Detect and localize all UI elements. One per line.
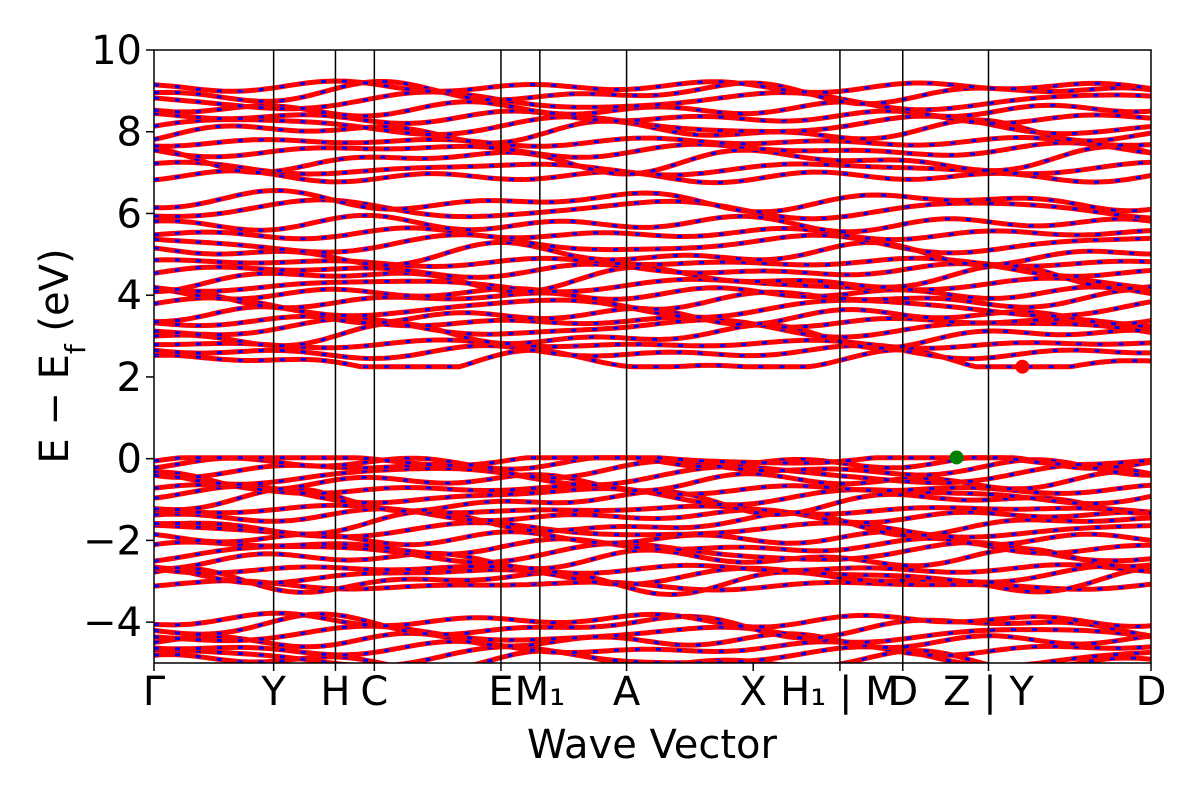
x-tick-label: D — [1136, 669, 1167, 715]
band-spin-up — [154, 188, 1151, 214]
y-tick-label: 0 — [117, 437, 142, 483]
band-spin-down — [154, 225, 1151, 243]
band-spin-down — [154, 197, 1151, 222]
band-edge-markers — [949, 359, 1030, 465]
band-spin-down — [154, 135, 1151, 149]
x-tick-label: C — [360, 669, 388, 715]
y-tick-label: −2 — [83, 518, 142, 564]
x-tick-label: D — [887, 669, 918, 715]
band-lines — [154, 78, 1151, 663]
cbm-marker — [1015, 359, 1030, 374]
band-spin-down — [154, 78, 1151, 95]
band-spin-down — [154, 562, 1151, 576]
band-spin-down — [154, 520, 1151, 540]
band-spin-up — [154, 288, 1151, 311]
band-spin-up — [154, 509, 1151, 538]
band-spin-down — [154, 275, 1151, 295]
band-spin-down — [154, 284, 1151, 302]
x-tick-label: H — [320, 669, 350, 715]
y-tick-label: −4 — [83, 600, 142, 646]
plot-frame — [153, 49, 1152, 664]
band-spin-down — [154, 337, 1151, 351]
y-axis-label: E − Ef (eV) — [32, 248, 92, 463]
band-spin-down — [154, 212, 1151, 235]
kpoint-lines — [272, 50, 990, 663]
y-tick-label: 6 — [117, 191, 142, 237]
vbm-marker — [949, 450, 964, 465]
band-spin-down — [154, 506, 1151, 526]
x-tick-label: E — [488, 669, 513, 715]
y-tick-label: 4 — [117, 273, 142, 319]
band-spin-down — [154, 343, 1151, 362]
band-spin-down — [154, 563, 1151, 587]
band-spin-down — [154, 347, 1151, 370]
x-tick-label: Z | Y — [943, 669, 1034, 715]
band-spin-down — [154, 455, 1151, 468]
x-tick-label: A — [613, 669, 641, 715]
y-tick-label: 2 — [117, 355, 142, 401]
x-tick-label: H₁ | M — [780, 669, 900, 715]
y-tick-label: 10 — [91, 28, 142, 74]
band-spin-up — [154, 470, 1151, 493]
band-spin-down — [154, 232, 1151, 256]
x-tick-label: M₁ — [515, 669, 566, 715]
band-spin-down — [154, 462, 1151, 488]
band-spin-down — [154, 140, 1151, 160]
band-spin-down — [154, 630, 1151, 651]
x-tick-label: Γ — [143, 669, 166, 715]
band-spin-up — [154, 240, 1151, 267]
band-spin-down — [154, 638, 1151, 659]
band-spin-up — [154, 484, 1151, 507]
band-spin-down — [154, 623, 1151, 645]
band-spin-down — [154, 295, 1151, 320]
band-spin-down — [154, 648, 1151, 663]
band-spin-down — [154, 89, 1151, 113]
band-spin-up — [154, 145, 1151, 176]
band-spin-up — [154, 321, 1151, 350]
y-tick-label: 8 — [117, 110, 142, 156]
x-tick-label: Y — [260, 669, 286, 715]
band-spin-down — [154, 610, 1151, 630]
band-spin-up — [154, 566, 1151, 597]
band-spin-down — [154, 108, 1151, 126]
y-axis-ticks: 10 8 6 4 2 0 −2 −4 — [83, 28, 154, 646]
band-spin-down — [154, 502, 1151, 517]
x-axis-label: Wave Vector — [527, 722, 778, 768]
x-tick-label: X — [739, 669, 766, 715]
band-spin-up — [154, 612, 1151, 640]
